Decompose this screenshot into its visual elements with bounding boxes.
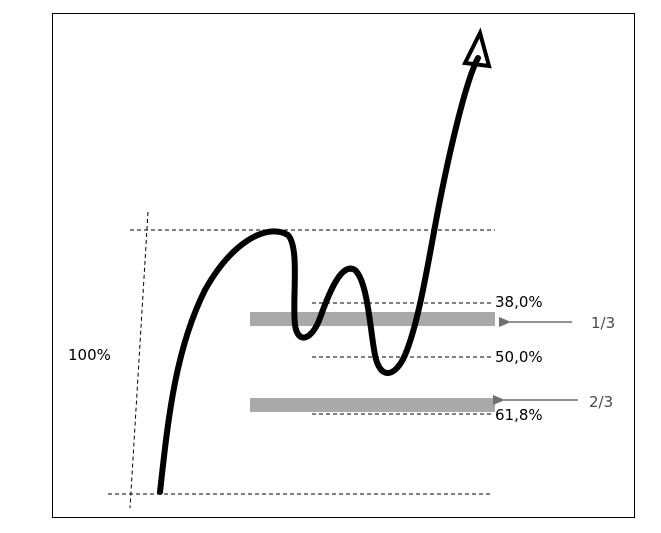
up-arrow-icon [461,27,492,69]
level-618-label: 61,8% [495,406,543,424]
zone-1-3-label: 1/3 [591,314,615,332]
level-38-label: 38,0% [495,293,543,311]
diagram-frame [52,13,635,518]
price-path [157,55,481,495]
zone-bar-2-3 [250,398,495,412]
level-50-label: 50,0% [495,348,543,366]
height-dashed-line [129,211,149,509]
total-range-label: 100% [68,346,111,364]
zone-2-3-label: 2/3 [589,393,613,411]
